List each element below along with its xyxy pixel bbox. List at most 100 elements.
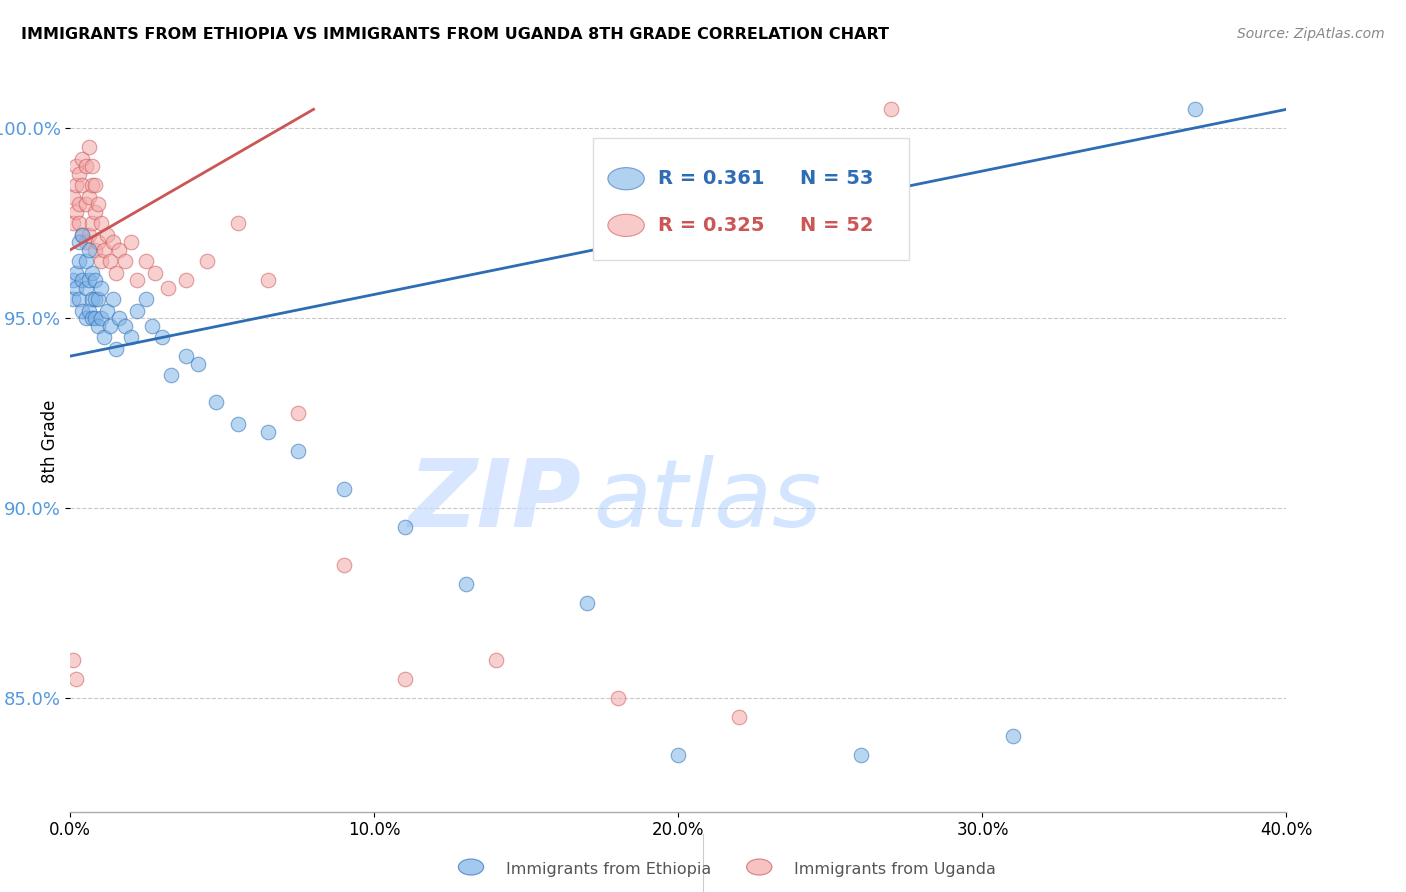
- Text: R = 0.325: R = 0.325: [658, 216, 765, 235]
- Point: [75, 254, 97, 268]
- Y-axis label: 8th Grade: 8th Grade: [41, 400, 59, 483]
- Point: [127, 273, 149, 287]
- Point: [333, 558, 356, 572]
- Point: [728, 710, 751, 724]
- Point: [77, 227, 100, 242]
- Point: [287, 444, 309, 458]
- Point: [67, 254, 90, 268]
- Text: R = 0.361: R = 0.361: [658, 169, 765, 188]
- Point: [77, 303, 100, 318]
- Point: [1001, 729, 1024, 743]
- Point: [62, 292, 84, 306]
- Point: [75, 197, 97, 211]
- Text: atlas: atlas: [593, 455, 821, 546]
- Text: IMMIGRANTS FROM ETHIOPIA VS IMMIGRANTS FROM UGANDA 8TH GRADE CORRELATION CHART: IMMIGRANTS FROM ETHIOPIA VS IMMIGRANTS F…: [21, 27, 889, 42]
- Point: [159, 368, 181, 383]
- Point: [90, 311, 112, 326]
- Point: [83, 273, 105, 287]
- Point: [150, 330, 173, 344]
- Point: [65, 204, 87, 219]
- Point: [72, 178, 94, 193]
- Point: [72, 227, 94, 242]
- Point: [96, 227, 118, 242]
- Point: [62, 653, 84, 667]
- Point: [257, 425, 280, 439]
- Point: [67, 197, 90, 211]
- Point: [114, 254, 136, 268]
- Point: [65, 178, 87, 193]
- Point: [75, 311, 97, 326]
- Point: [96, 303, 118, 318]
- Point: [394, 520, 416, 534]
- Point: [62, 189, 84, 203]
- Point: [226, 216, 249, 230]
- Point: [77, 189, 100, 203]
- Point: [135, 254, 157, 268]
- Point: [394, 672, 416, 686]
- Text: Immigrants from Ethiopia: Immigrants from Ethiopia: [506, 863, 711, 877]
- Point: [80, 159, 103, 173]
- Point: [606, 690, 628, 705]
- Point: [226, 417, 249, 432]
- Point: [187, 357, 209, 371]
- Point: [104, 342, 127, 356]
- Point: [72, 227, 94, 242]
- Point: [576, 596, 599, 610]
- Point: [114, 318, 136, 333]
- Point: [67, 167, 90, 181]
- Point: [98, 318, 121, 333]
- Point: [101, 235, 124, 250]
- Point: [77, 273, 100, 287]
- Point: [83, 292, 105, 306]
- Point: [880, 103, 903, 117]
- Point: [333, 482, 356, 496]
- Point: [62, 273, 84, 287]
- Point: [86, 292, 108, 306]
- FancyBboxPatch shape: [593, 138, 910, 260]
- Point: [67, 235, 90, 250]
- Point: [80, 292, 103, 306]
- Point: [257, 273, 280, 287]
- Point: [454, 577, 477, 591]
- Point: [205, 394, 228, 409]
- Text: ZIP: ZIP: [408, 455, 581, 547]
- Point: [83, 311, 105, 326]
- Point: [1184, 103, 1206, 117]
- Point: [62, 216, 84, 230]
- Point: [120, 235, 142, 250]
- Point: [108, 311, 131, 326]
- Point: [127, 303, 149, 318]
- Circle shape: [607, 168, 644, 190]
- Point: [141, 318, 163, 333]
- Point: [72, 152, 94, 166]
- Point: [135, 292, 157, 306]
- Point: [93, 243, 115, 257]
- Point: [77, 243, 100, 257]
- Point: [75, 159, 97, 173]
- Point: [104, 266, 127, 280]
- Text: N = 53: N = 53: [800, 169, 873, 188]
- Point: [120, 330, 142, 344]
- Point: [90, 254, 112, 268]
- Point: [72, 273, 94, 287]
- Point: [67, 216, 90, 230]
- Point: [156, 281, 179, 295]
- Point: [65, 281, 87, 295]
- Point: [80, 216, 103, 230]
- Point: [80, 266, 103, 280]
- Point: [90, 216, 112, 230]
- Point: [287, 406, 309, 420]
- Point: [849, 747, 872, 762]
- Point: [65, 159, 87, 173]
- Point: [668, 747, 690, 762]
- Point: [108, 243, 131, 257]
- Point: [145, 266, 167, 280]
- Point: [90, 281, 112, 295]
- Text: N = 52: N = 52: [800, 216, 873, 235]
- Point: [86, 318, 108, 333]
- Point: [83, 243, 105, 257]
- Point: [72, 303, 94, 318]
- Point: [195, 254, 218, 268]
- Point: [86, 235, 108, 250]
- Point: [75, 281, 97, 295]
